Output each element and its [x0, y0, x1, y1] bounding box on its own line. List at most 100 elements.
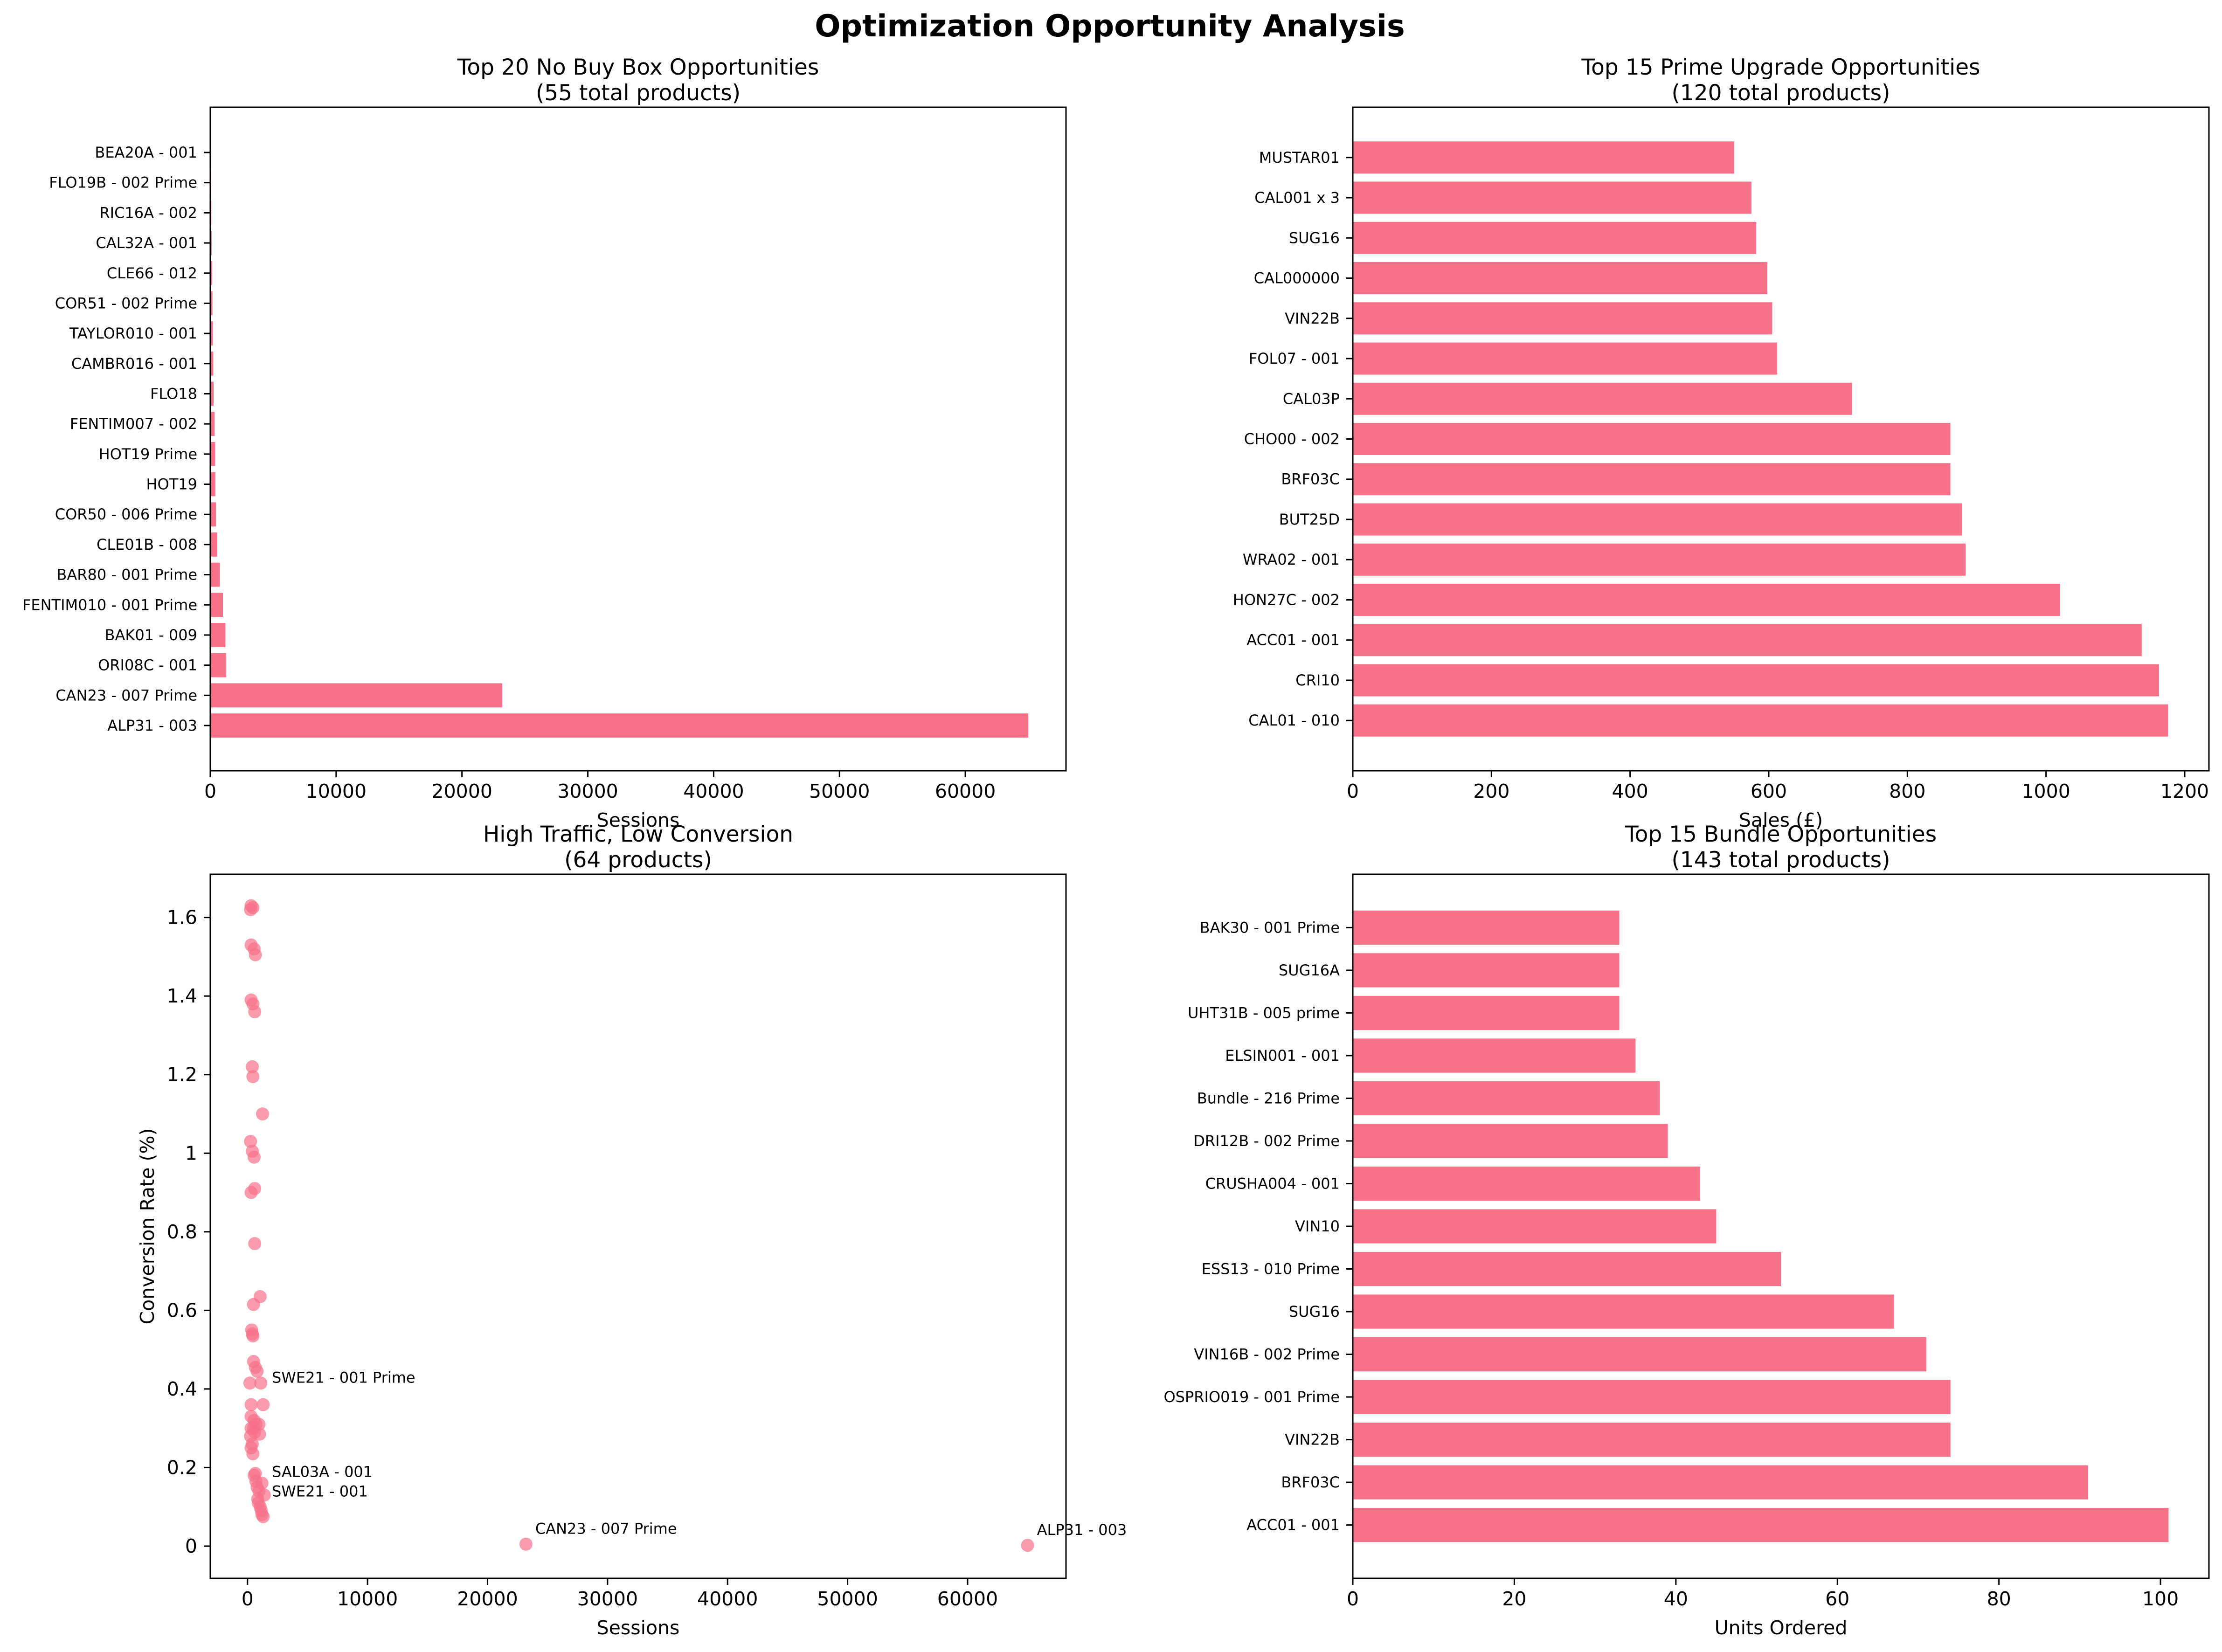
- y-tick-label: VIN10: [1295, 1217, 1340, 1235]
- x-tick-label: 0: [1347, 1588, 1359, 1610]
- y-tick-label: VIN16B - 002 Prime: [1194, 1346, 1340, 1363]
- bar: [1353, 995, 1620, 1030]
- scatter-point: [246, 1447, 260, 1460]
- y-tick-label: 0.6: [167, 1299, 197, 1321]
- chart-title: Top 15 Prime Upgrade Opportunities: [1581, 55, 1980, 80]
- scatter-point: [256, 1510, 270, 1523]
- y-tick-label: CRUSHA004 - 001: [1205, 1175, 1340, 1192]
- x-tick-label: 100: [2142, 1588, 2179, 1610]
- chart-prime-upgrade: CAL01 - 010 CRI10 ACC01 - 001 HON27C - 002 W…: [1233, 55, 2210, 831]
- y-tick-label: COR50 - 006 Prime: [55, 505, 197, 523]
- bar: [1353, 1209, 1717, 1244]
- chart-subtitle: (55 total products): [536, 80, 741, 106]
- y-tick-label: CAL03P: [1283, 390, 1340, 408]
- y-tick-label: FOL07 - 001: [1249, 350, 1340, 367]
- bar: [210, 261, 212, 285]
- scatter-point: [247, 1150, 261, 1164]
- y-tick-label: 0.4: [167, 1378, 197, 1400]
- scatter-point: [1021, 1539, 1034, 1552]
- bar: [210, 412, 215, 436]
- bar: [1353, 342, 1777, 375]
- y-tick-label: COR51 - 002 Prime: [55, 294, 197, 312]
- x-tick-label: 30000: [577, 1588, 638, 1610]
- chart-title: Top 15 Bundle Opportunities: [1625, 822, 1937, 847]
- y-tick-label: UHT31B - 005 prime: [1188, 1004, 1340, 1022]
- bar: [1353, 141, 1734, 174]
- scatter-point: [256, 1107, 269, 1121]
- bar: [1353, 181, 1751, 214]
- y-tick-label: 0.2: [167, 1456, 197, 1479]
- x-axis-label: Sales (£): [1739, 809, 1823, 831]
- scatter-point: [248, 1182, 262, 1196]
- scatter-point: [246, 1070, 260, 1083]
- x-tick-label: 40000: [697, 1588, 758, 1610]
- y-tick-label: HOT19 Prime: [99, 445, 197, 463]
- y-tick-label: BUT25D: [1279, 511, 1340, 528]
- x-tick-label: 10000: [306, 780, 367, 802]
- y-tick-label: CHO00 - 002: [1244, 430, 1340, 448]
- scatter-point: [247, 1298, 260, 1311]
- y-tick-label: VIN22B: [1285, 1431, 1340, 1449]
- y-tick-label: 0: [185, 1535, 197, 1557]
- scatter-point: [244, 1134, 257, 1148]
- plot-frame: [209, 873, 1067, 1579]
- y-tick-label: MUSTAR01: [1259, 149, 1340, 166]
- y-tick-label: FLO18: [150, 385, 197, 402]
- x-tick-label: 1200: [2160, 780, 2209, 802]
- y-tick-label: ACC01 - 001: [1246, 1516, 1340, 1534]
- plot-frame: [1352, 106, 2210, 772]
- y-tick-label: CAL001 x 3: [1254, 189, 1340, 207]
- scatter-point: [254, 1376, 268, 1390]
- y-tick-label: BAK01 - 009: [104, 626, 197, 644]
- bar: [210, 442, 215, 466]
- x-tick-label: 200: [1473, 780, 1509, 802]
- y-tick-label: CAN23 - 007 Prime: [55, 686, 197, 704]
- chart-high-traffic-low-conversion: SWE21 - 001 Prime SAL03A - 001 SWE21 - 001…: [136, 822, 1127, 1639]
- bar: [1353, 1081, 1660, 1116]
- y-tick-label: BRF03C: [1281, 470, 1340, 488]
- scatter-point: [256, 1398, 270, 1411]
- scatter-point: [244, 1398, 258, 1411]
- y-tick-label: 1.4: [167, 985, 197, 1007]
- point-annotation: SAL03A - 001: [272, 1463, 373, 1481]
- bar: [1353, 382, 1852, 415]
- x-tick-label: 800: [1889, 780, 1925, 802]
- x-tick-label: 40000: [683, 780, 744, 802]
- bar: [210, 713, 1029, 738]
- y-tick-label: 1.6: [167, 906, 197, 929]
- y-tick-label: DRI12B - 002 Prime: [1193, 1132, 1340, 1150]
- plot-frame: [209, 106, 1067, 772]
- y-tick-label: CAL32A - 001: [96, 234, 197, 252]
- bar: [1353, 664, 2159, 697]
- bar: [1353, 1251, 1781, 1286]
- bar: [210, 502, 216, 527]
- bar: [1353, 221, 1757, 254]
- chart-subtitle: (64 products): [564, 847, 712, 873]
- bar: [210, 351, 214, 376]
- y-tick-label: CAL000000: [1254, 270, 1340, 287]
- y-tick-label: TAYLOR010 - 001: [69, 325, 197, 342]
- bar: [1353, 1124, 1668, 1158]
- y-tick-label: SUG16: [1289, 229, 1340, 247]
- y-tick-label: CRI10: [1295, 671, 1340, 689]
- scatter-point: [246, 1329, 260, 1343]
- x-tick-label: 1000: [2021, 780, 2070, 802]
- y-tick-label: BEA20A - 001: [95, 144, 197, 161]
- plot-frame: [1352, 873, 2210, 1579]
- chart-bundle: ACC01 - 001 BRF03C VIN22B OSPRIO019 - 001 P…: [1163, 822, 2210, 1639]
- x-tick-label: 400: [1612, 780, 1648, 802]
- bar: [1353, 583, 2060, 616]
- scatter-point: [249, 948, 262, 961]
- x-tick-label: 0: [204, 780, 216, 802]
- scatter-point: [250, 1364, 264, 1378]
- bar: [1353, 704, 2168, 737]
- y-tick-label: ACC01 - 001: [1246, 631, 1340, 649]
- y-tick-label: ALP31 - 003: [107, 717, 197, 734]
- x-tick-label: 30000: [557, 780, 618, 802]
- x-tick-label: 20000: [431, 780, 492, 802]
- bar: [210, 472, 215, 497]
- bar: [1353, 423, 1951, 455]
- y-tick-label: 1.2: [167, 1064, 197, 1086]
- y-tick-label: SUG16: [1289, 1303, 1340, 1320]
